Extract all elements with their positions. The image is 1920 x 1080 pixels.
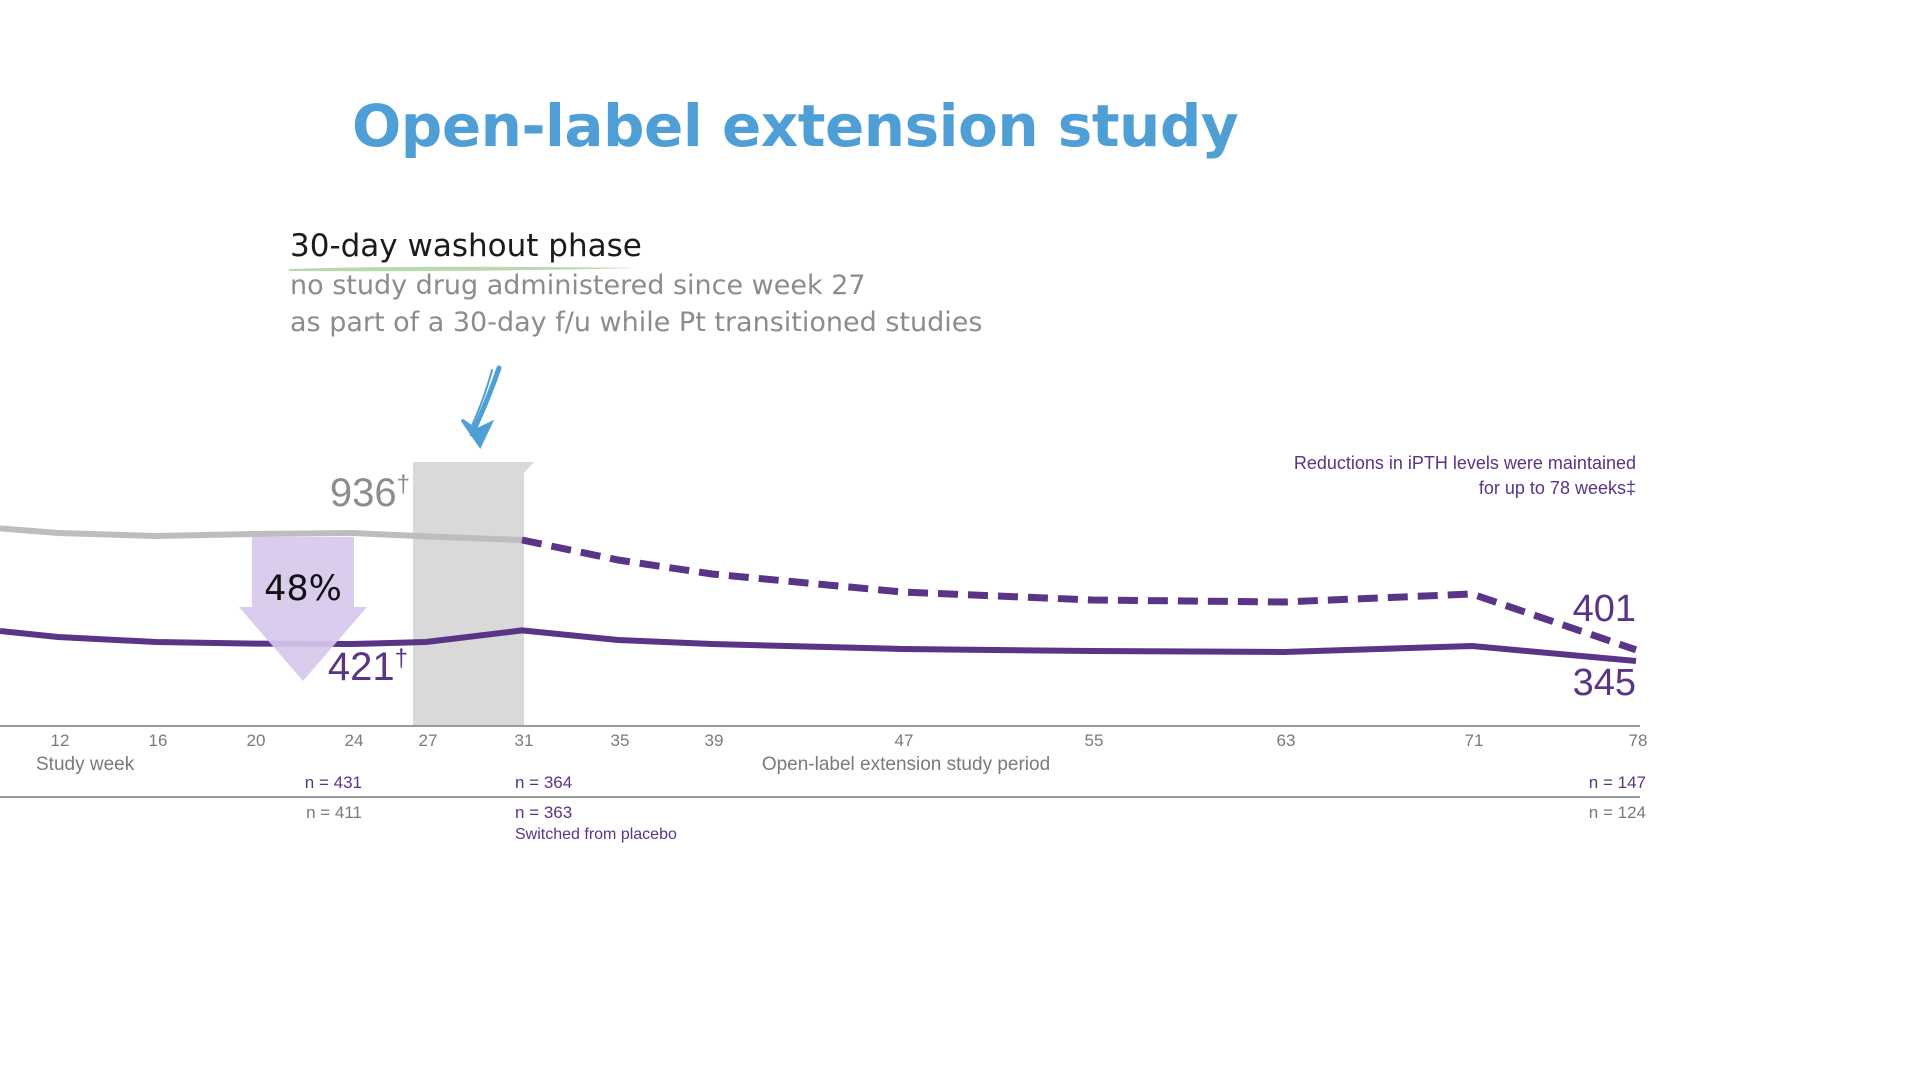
reduction-arrow (239, 537, 367, 681)
n-count-treatment: n = 364 (515, 773, 572, 792)
x-tick-label: 20 (247, 731, 266, 750)
series-line-dashed-purple (521, 536, 1638, 654)
n-count-treatment: n = 147 (1589, 773, 1646, 792)
maintained-annotation-line: for up to 78 weeks‡ (1479, 478, 1636, 498)
pointer-arrow-icon (460, 365, 502, 449)
n-count-switched: n = 363 (515, 803, 572, 822)
x-tick-label: 31 (515, 731, 534, 750)
x-tick-label: 24 (345, 731, 364, 750)
n-count-treatment: n = 431 (305, 773, 362, 792)
maintained-annotation-line: Reductions in iPTH levels were maintaine… (1294, 453, 1636, 473)
pointer-arrow-head (460, 418, 495, 449)
x-tick-label: 39 (705, 731, 724, 750)
series-line-solid-purple (0, 627, 1637, 664)
washout-note: 30-day washout phase no study drug admin… (288, 228, 983, 338)
placebo-value-label: 936† (330, 471, 410, 515)
x-tick-label: 47 (895, 731, 914, 750)
x-tick-label: 12 (51, 731, 70, 750)
washout-line-1: no study drug administered since week 27 (290, 270, 866, 301)
treatment-value-label: 421† (328, 645, 408, 689)
x-tick-label: 63 (1277, 731, 1296, 750)
switched-from-placebo-note: Switched from placebo (515, 826, 677, 843)
n-count-switched: n = 124 (1589, 803, 1646, 822)
x-axis-title: Study week (36, 754, 135, 775)
x-tick-label: 71 (1465, 731, 1484, 750)
reduction-percent-label: 48% (264, 569, 342, 609)
pointer-arrow-sketch (469, 369, 493, 431)
washout-band (413, 462, 534, 726)
x-tick-label: 55 (1085, 731, 1104, 750)
x-tick-label: 16 (149, 731, 168, 750)
n-count-switched: n = 411 (306, 803, 362, 822)
slide-title: Open-label extension study (352, 92, 1239, 160)
x-period-label: Open-label extension study period (762, 754, 1050, 775)
dashed-end-label: 401 (1573, 588, 1636, 630)
washout-line-2: as part of a 30-day f/u while Pt transit… (290, 307, 983, 338)
x-tick-label: 35 (611, 731, 630, 750)
series-line-solid-gray (0, 525, 523, 543)
washout-heading: 30-day washout phase (290, 228, 642, 264)
x-tick-label: 78 (1629, 731, 1648, 750)
solid-end-label: 345 (1573, 662, 1636, 704)
x-tick-label: 27 (419, 731, 438, 750)
highlight-underline (288, 266, 638, 272)
